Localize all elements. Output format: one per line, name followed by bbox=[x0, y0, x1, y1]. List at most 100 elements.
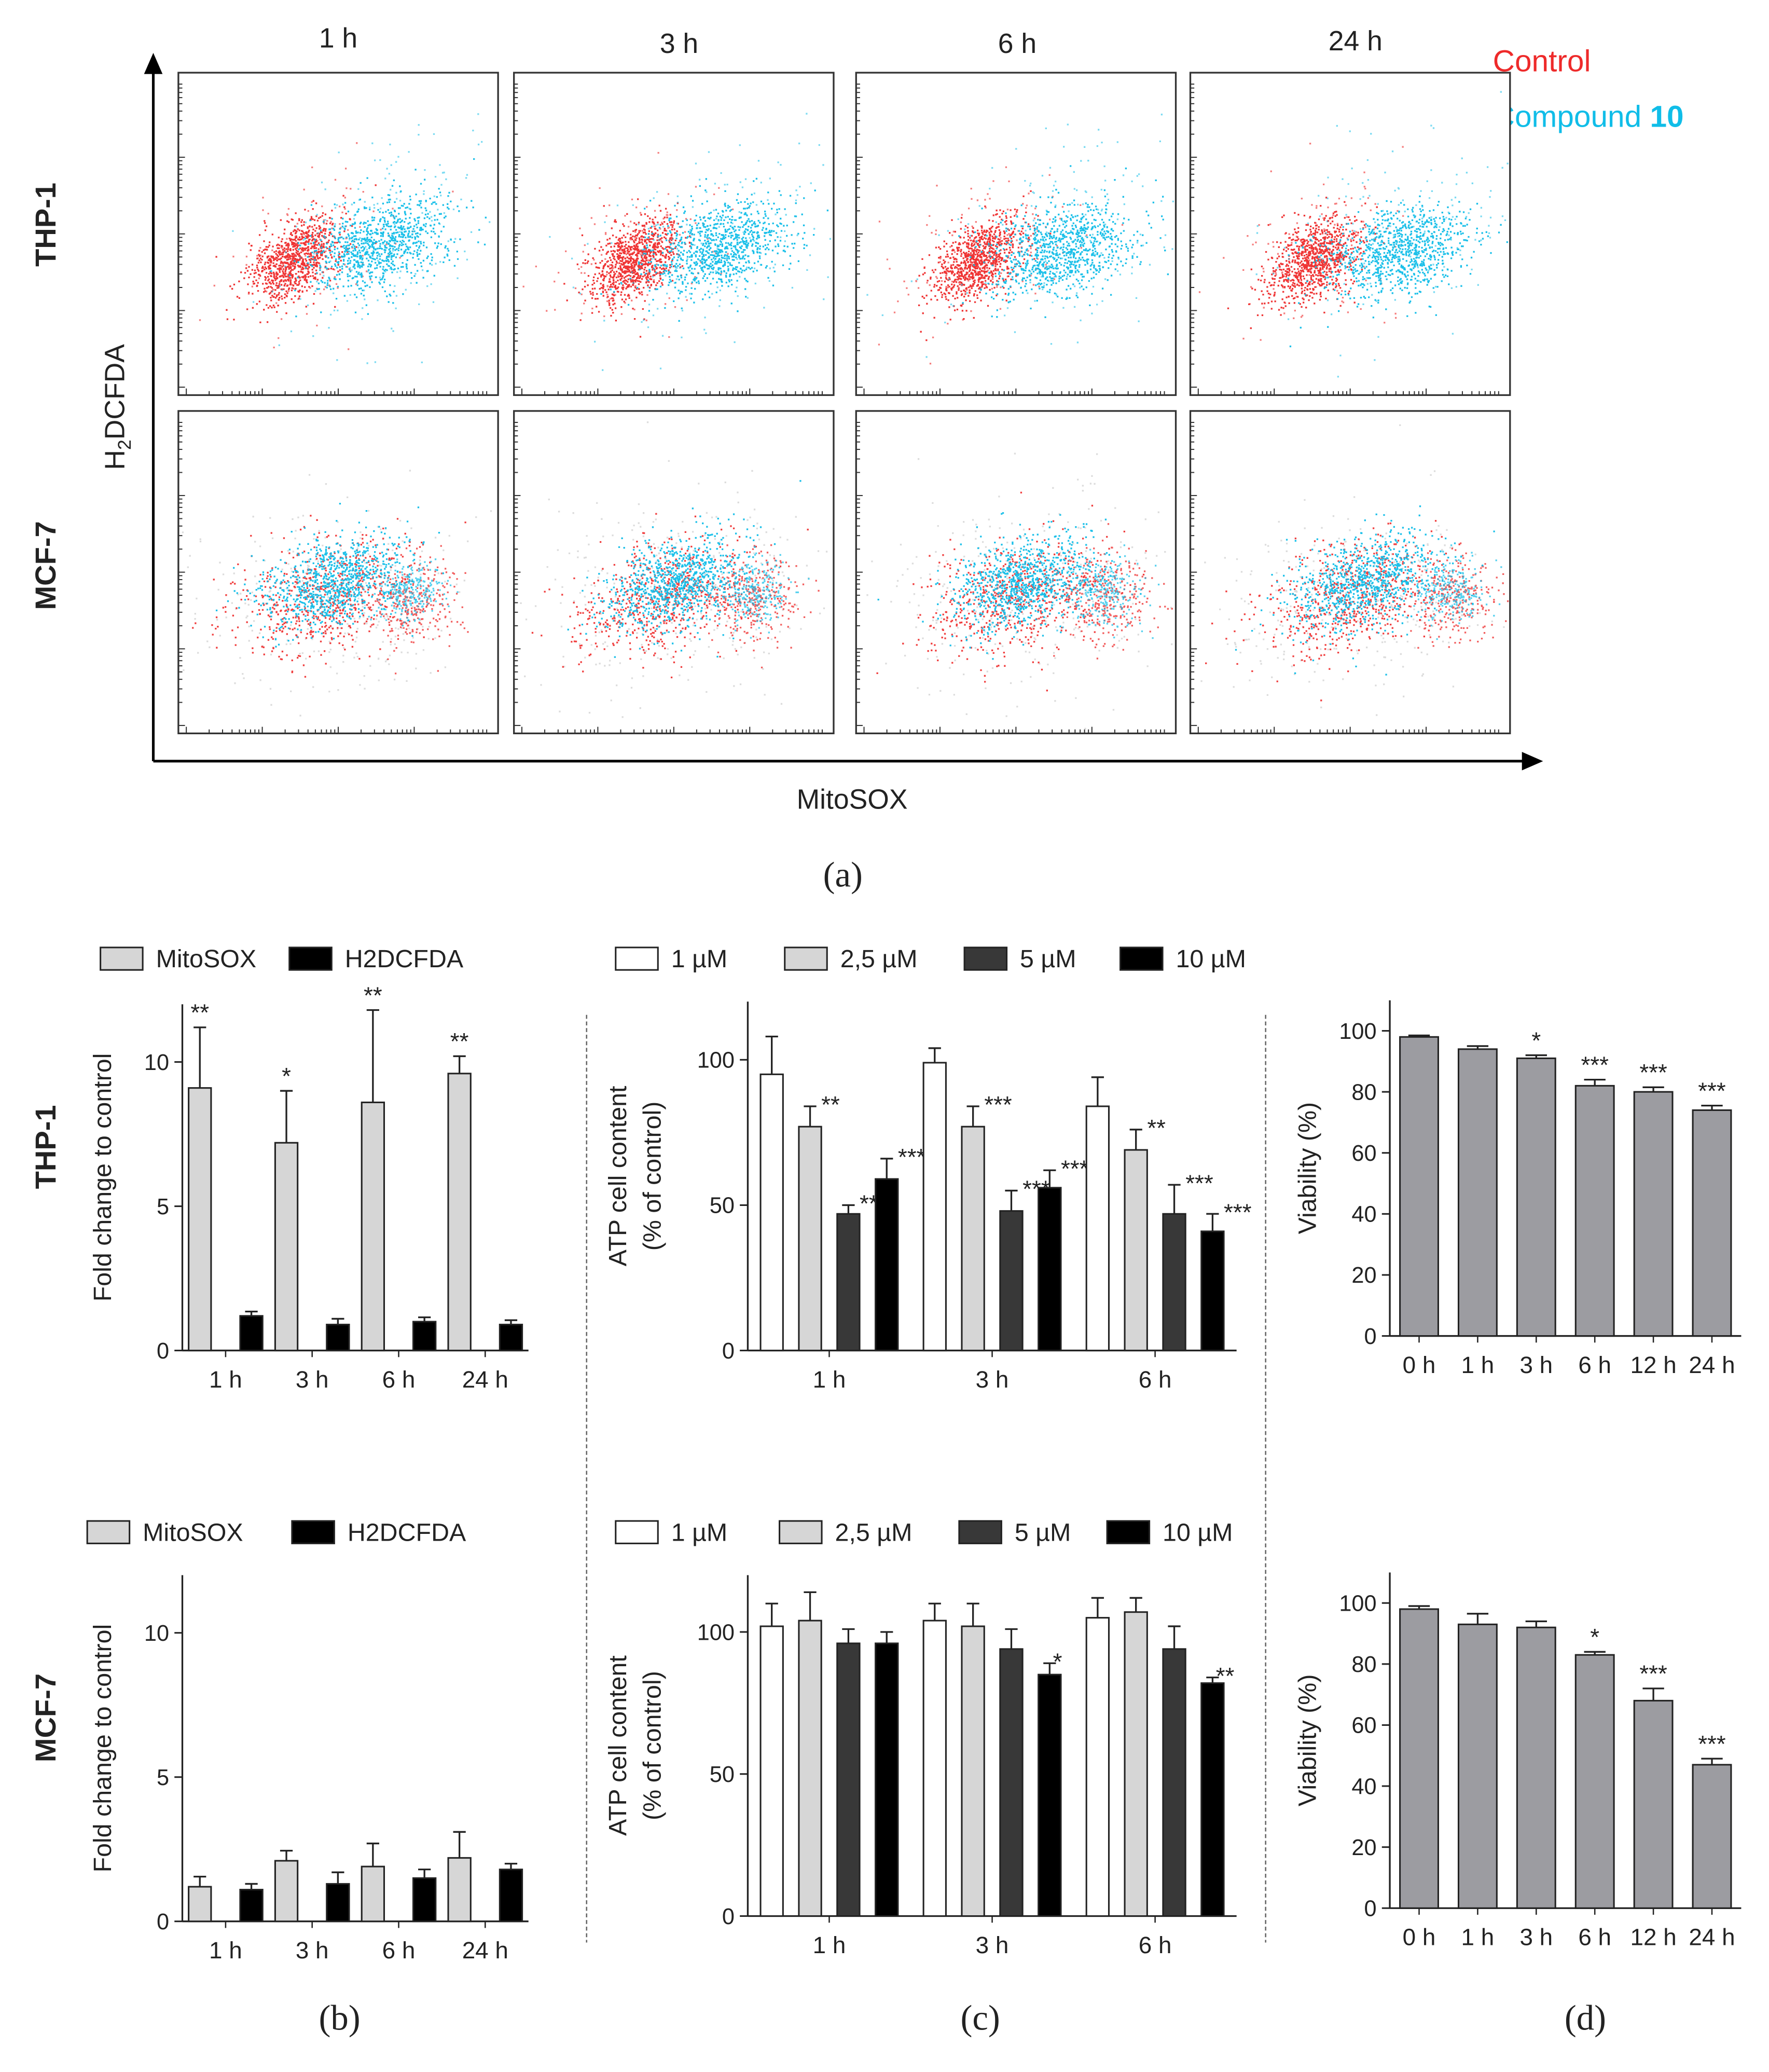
bar bbox=[499, 1324, 523, 1352]
y-tick-label: 0 bbox=[157, 1910, 169, 1934]
y-tick-label: 5 bbox=[157, 1195, 169, 1219]
legend-swatch bbox=[1106, 1520, 1151, 1544]
bar bbox=[922, 1620, 947, 1917]
bar bbox=[1457, 1048, 1498, 1337]
y-tick-label: 0 bbox=[1364, 1324, 1377, 1349]
significance-mark: ** bbox=[1216, 1663, 1235, 1689]
flow-plot-frame bbox=[177, 72, 499, 396]
legend-label: 1 µM bbox=[671, 945, 728, 973]
significance-mark: *** bbox=[1061, 1156, 1089, 1182]
bar bbox=[412, 1321, 437, 1352]
bar bbox=[836, 1213, 861, 1352]
bar bbox=[239, 1315, 264, 1352]
x-tick-label: 1 h bbox=[1461, 1352, 1495, 1378]
x-tick-label: 0 h bbox=[1403, 1924, 1436, 1951]
flow-dots bbox=[866, 452, 1173, 730]
flow-col-header: 24 h bbox=[1329, 26, 1383, 57]
flow-plot-frame bbox=[177, 410, 499, 734]
x-tick-label: 1 h bbox=[813, 1932, 846, 1958]
significance-mark: *** bbox=[1581, 1052, 1609, 1078]
y-tick-label: 5 bbox=[157, 1765, 169, 1790]
bar bbox=[1457, 1623, 1498, 1909]
flow-col-header: 3 h bbox=[660, 29, 698, 59]
x-tick-label: 6 h bbox=[1578, 1352, 1611, 1378]
legend-swatch bbox=[615, 1520, 659, 1544]
x-tick-label: 1 h bbox=[209, 1937, 242, 1964]
bar bbox=[1692, 1109, 1732, 1337]
y-tick-label: 0 bbox=[722, 1904, 735, 1929]
significance-mark: * bbox=[1531, 1027, 1541, 1054]
flow-col-header: 1 h bbox=[319, 23, 357, 54]
flow-plot bbox=[513, 410, 835, 734]
bar bbox=[1399, 1608, 1439, 1909]
x-tick-label: 3 h bbox=[1519, 1352, 1553, 1378]
flow-y-label: H2DCFDA bbox=[100, 344, 135, 470]
bar bbox=[361, 1101, 385, 1352]
y-tick-label: 40 bbox=[1351, 1774, 1376, 1799]
y-axis-label: Fold change to control bbox=[89, 1624, 117, 1873]
y-axis-label: Viability (%) bbox=[1293, 1102, 1321, 1234]
x-tick-label: 24 h bbox=[462, 1366, 508, 1393]
row-label-thp1: THP-1 bbox=[29, 183, 62, 267]
bar bbox=[188, 1886, 212, 1923]
bar-chart-c-mcf7: 0 50 100 ATP cell content (% of control) 1 h *… bbox=[604, 1518, 1237, 1958]
y-tick-label: 60 bbox=[1351, 1141, 1376, 1166]
bar bbox=[1574, 1654, 1615, 1909]
bar bbox=[798, 1126, 822, 1352]
bar bbox=[1038, 1673, 1062, 1917]
flow-col-header: 6 h bbox=[998, 29, 1036, 59]
row-label-mcf7: MCF-7 bbox=[29, 521, 62, 610]
legend-label: 10 µM bbox=[1163, 1518, 1233, 1546]
legend-swatch bbox=[784, 946, 828, 971]
bar bbox=[875, 1642, 899, 1917]
bar bbox=[447, 1857, 472, 1923]
bar bbox=[447, 1073, 472, 1352]
bar bbox=[326, 1883, 350, 1923]
y-tick-label: 60 bbox=[1351, 1713, 1376, 1738]
legend-swatch bbox=[288, 946, 333, 971]
bar bbox=[798, 1620, 822, 1917]
bar bbox=[499, 1869, 523, 1923]
x-tick-label: 6 h bbox=[1139, 1932, 1172, 1958]
significance-mark: *** bbox=[984, 1092, 1012, 1118]
panel-label-b: (b) bbox=[319, 1998, 360, 2038]
y-tick-label: 100 bbox=[1339, 1019, 1376, 1044]
legend-label: H2DCFDA bbox=[345, 945, 464, 973]
bar bbox=[961, 1126, 985, 1352]
y-tick-label: 10 bbox=[144, 1050, 169, 1075]
significance-mark: ** bbox=[450, 1028, 469, 1055]
bar bbox=[412, 1877, 437, 1923]
significance-mark: *** bbox=[1698, 1731, 1726, 1757]
significance-mark: *** bbox=[1639, 1661, 1667, 1687]
significance-mark: ** bbox=[190, 999, 209, 1026]
bar bbox=[1516, 1057, 1556, 1337]
x-tick-label: 3 h bbox=[976, 1932, 1009, 1958]
legend-swatch bbox=[86, 1520, 131, 1544]
y-tick-label: 0 bbox=[157, 1339, 169, 1364]
y-tick-label: 80 bbox=[1351, 1080, 1376, 1105]
flow-plot bbox=[1189, 410, 1511, 734]
y-tick-label: 50 bbox=[710, 1762, 735, 1787]
flow-plot bbox=[855, 72, 1177, 396]
legend-compound: Compound 10 bbox=[1493, 100, 1684, 133]
flow-x-label: MitoSOX bbox=[797, 784, 908, 815]
x-tick-label: 3 h bbox=[976, 1366, 1009, 1393]
legend-label: 2,5 µM bbox=[840, 945, 918, 973]
y-axis-label: ATP cell content bbox=[604, 1086, 632, 1266]
y-tick-label: 0 bbox=[722, 1339, 735, 1364]
y-tick-label: 100 bbox=[697, 1048, 735, 1073]
bar bbox=[759, 1625, 784, 1917]
significance-mark: ** bbox=[364, 982, 382, 1009]
x-tick-label: 3 h bbox=[296, 1366, 329, 1393]
flow-plot bbox=[177, 410, 499, 734]
y-tick-label: 100 bbox=[1339, 1591, 1376, 1616]
significance-mark: * bbox=[1590, 1624, 1599, 1651]
x-tick-label: 24 h bbox=[462, 1937, 508, 1964]
panel-label-a: (a) bbox=[823, 855, 863, 895]
bar-chart-b-thp1: 0 5 10 Fold change to control ** 1 h * 3 h ** 6 h… bbox=[89, 945, 529, 1393]
x-tick-label: 3 h bbox=[1519, 1924, 1553, 1951]
bar bbox=[1692, 1764, 1732, 1909]
flow-dot-cloud bbox=[877, 512, 1142, 660]
bar bbox=[922, 1062, 947, 1352]
